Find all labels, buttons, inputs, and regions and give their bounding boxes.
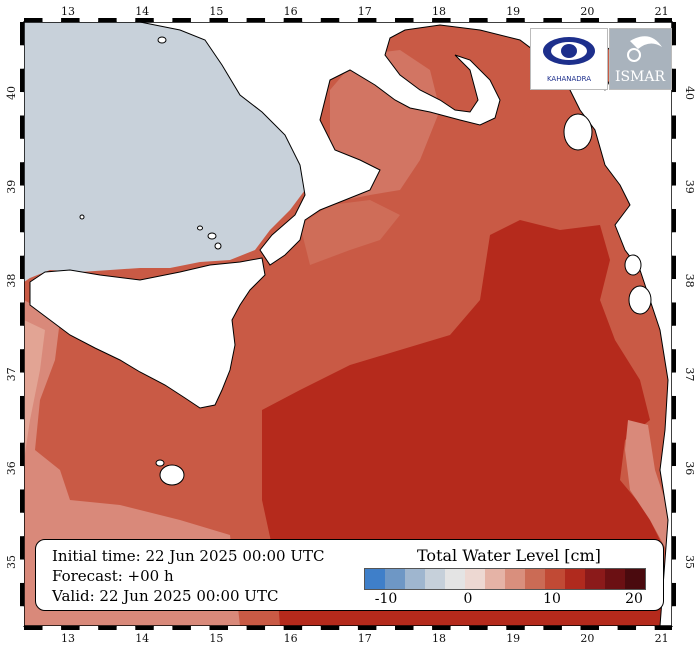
legend-title: Total Water Level [cm] [417, 546, 601, 565]
initial-time-text: Initial time: 22 Jun 2025 00:00 UTC [52, 547, 325, 565]
legend-swatch [445, 569, 465, 589]
island-tyrrh-north [157, 36, 167, 44]
latitude-labels-right: 35 36 37 38 39 40 [683, 86, 696, 569]
sea-light-zone-strait [300, 200, 400, 265]
longitude-label: 14 [135, 5, 149, 18]
legend-swatch [545, 569, 565, 589]
island-lipari-2 [214, 242, 222, 250]
kahanadra-logo: KAHANADRA [530, 28, 608, 90]
longitude-label: 20 [580, 5, 594, 18]
longitude-label: 16 [284, 632, 298, 645]
longitude-label: 13 [61, 632, 75, 645]
latitude-label: 40 [5, 86, 18, 100]
latitude-label: 38 [5, 274, 18, 288]
latitude-label: 39 [683, 180, 696, 194]
map-border-scale [20, 18, 676, 630]
legend-swatch [505, 569, 525, 589]
legend-swatch [425, 569, 445, 589]
island-corfu [563, 113, 593, 151]
latitude-label: 35 [5, 555, 18, 569]
island-kefalonia [628, 285, 652, 315]
sea-lighter-patch-north [470, 45, 530, 140]
svg-text:ISMAR: ISMAR [615, 69, 666, 85]
longitude-label: 13 [61, 5, 75, 18]
latitude-label: 37 [5, 367, 18, 381]
latitude-label: 35 [683, 555, 696, 569]
land-sicily [29, 257, 266, 409]
longitude-label: 21 [655, 5, 669, 18]
legend-swatch [525, 569, 545, 589]
island-ustica [79, 214, 85, 220]
legend-tick-label: -10 [374, 591, 398, 607]
longitude-label: 17 [358, 632, 372, 645]
ismar-logo: ISMAR [609, 28, 672, 90]
latitude-label: 39 [5, 180, 18, 194]
island-gozo [155, 459, 165, 467]
valid-time-text: Valid: 22 Jun 2025 00:00 UTC [52, 587, 279, 605]
sea-darker-patch-east [625, 420, 672, 560]
island-malta [159, 464, 185, 486]
legend-swatch [485, 569, 505, 589]
latitude-label: 36 [5, 461, 18, 475]
longitude-label: 16 [284, 5, 298, 18]
island-lipari-1 [207, 232, 217, 240]
island-lipari-3 [197, 225, 203, 231]
legend-tick-label: 10 [543, 591, 561, 607]
legend-swatch [605, 569, 625, 589]
legend-color-bar [364, 568, 646, 590]
latitude-label: 37 [683, 367, 696, 381]
longitude-label: 18 [432, 632, 446, 645]
sea-lightest-zone-west [24, 320, 45, 460]
longitude-labels-top: 13 14 15 16 17 18 19 20 21 [61, 5, 669, 18]
legend-swatch [565, 569, 585, 589]
eye-logo-icon: KAHANADRA [543, 37, 595, 83]
legend-swatch [585, 569, 605, 589]
legend-swatch [405, 569, 425, 589]
latitude-labels-left: 35 36 37 38 39 40 [5, 86, 18, 569]
longitude-label: 20 [580, 632, 594, 645]
legend-swatch [365, 569, 385, 589]
longitude-label: 15 [209, 5, 223, 18]
longitude-labels-bottom: 13 14 15 16 17 18 19 20 21 [61, 632, 669, 645]
longitude-label: 18 [432, 5, 446, 18]
longitude-label: 21 [655, 632, 669, 645]
longitude-label: 19 [506, 5, 520, 18]
latitude-label: 38 [683, 274, 696, 288]
longitude-label: 19 [506, 632, 520, 645]
info-legend-panel: Initial time: 22 Jun 2025 00:00 UTC Fore… [35, 539, 664, 611]
legend-tick-label: 0 [463, 591, 473, 607]
latitude-label: 40 [683, 86, 696, 100]
svg-text:KAHANADRA: KAHANADRA [547, 75, 591, 83]
longitude-label: 17 [358, 5, 372, 18]
sea-deep-zone [262, 220, 665, 626]
legend-swatch [465, 569, 485, 589]
longitude-label: 14 [135, 632, 149, 645]
ismar-shell-icon: ISMAR [615, 36, 666, 85]
legend-swatch [625, 569, 645, 589]
latitude-label: 36 [683, 461, 696, 475]
longitude-label: 15 [209, 632, 223, 645]
island-zakynthos [624, 254, 642, 276]
legend-swatch [385, 569, 405, 589]
land-italy [139, 22, 672, 266]
forecast-text: Forecast: +00 h [52, 567, 174, 585]
legend-tick-label: 20 [625, 591, 643, 607]
